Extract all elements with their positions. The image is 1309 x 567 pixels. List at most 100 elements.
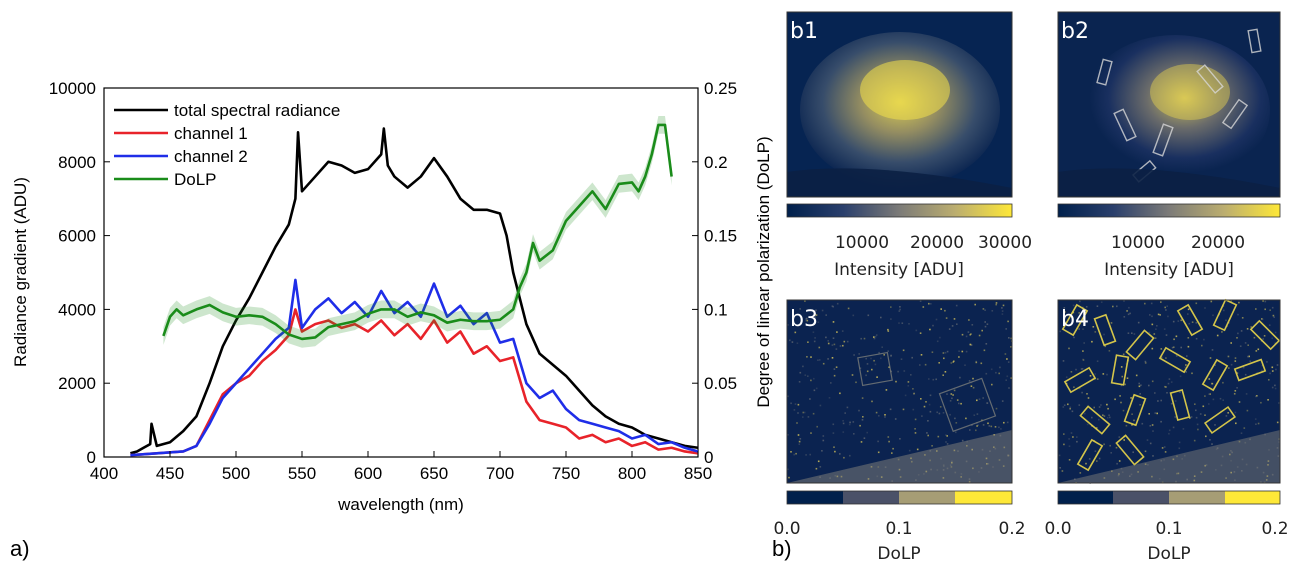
noise-pixel <box>1269 373 1271 375</box>
noise-pixel <box>876 376 878 378</box>
noise-pixel <box>816 426 818 428</box>
legend-entry: DoLP <box>174 170 217 189</box>
noise-pixel <box>844 341 846 343</box>
image-panel-b1: b1 <box>787 12 1012 197</box>
colorbar-b4: 0.0 0.1 0.2 DoLP <box>1044 491 1288 564</box>
noise-pixel <box>847 341 849 343</box>
y-left-axis-label: Radiance gradient (ADU) <box>11 177 30 367</box>
plot-frame <box>104 88 698 457</box>
noise-pixel <box>1185 364 1187 366</box>
x-tick-label: 550 <box>288 464 316 483</box>
noise-pixel <box>1271 338 1273 340</box>
noise-pixel <box>958 350 960 352</box>
noise-pixel <box>928 303 930 305</box>
legend-entry: total spectral radiance <box>174 101 340 120</box>
noise-pixel <box>1062 470 1064 472</box>
noise-pixel <box>1245 342 1247 344</box>
noise-pixel <box>1196 303 1198 305</box>
noise-pixel <box>1109 350 1111 352</box>
noise-pixel <box>1188 346 1190 348</box>
noise-pixel <box>1073 305 1075 307</box>
noise-pixel <box>995 426 997 428</box>
x-tick-label: 450 <box>156 464 184 483</box>
noise-pixel <box>1222 399 1224 401</box>
noise-pixel <box>1191 373 1193 375</box>
noise-pixel <box>874 338 876 340</box>
noise-pixel <box>1185 371 1187 373</box>
colorbar-segment <box>1113 491 1169 504</box>
noise-pixel <box>892 448 894 450</box>
noise-pixel <box>1007 321 1009 323</box>
noise-pixel <box>915 419 917 421</box>
noise-pixel <box>1149 332 1151 334</box>
noise-pixel <box>1069 459 1071 461</box>
noise-pixel <box>1254 337 1256 339</box>
noise-pixel <box>1138 383 1140 385</box>
noise-pixel <box>958 403 960 405</box>
noise-pixel <box>809 454 811 456</box>
noise-pixel <box>1072 436 1074 438</box>
noise-pixel <box>832 344 834 346</box>
noise-pixel <box>1277 364 1279 366</box>
noise-pixel <box>968 319 970 321</box>
noise-pixel <box>884 414 886 416</box>
noise-pixel <box>878 415 880 417</box>
noise-pixel <box>1241 330 1243 332</box>
noise-pixel <box>1237 314 1239 316</box>
noise-pixel <box>999 367 1001 369</box>
noise-pixel <box>991 426 993 428</box>
noise-pixel <box>800 438 802 440</box>
noise-pixel <box>1063 406 1065 408</box>
noise-pixel <box>1197 424 1199 426</box>
noise-pixel <box>1201 345 1203 347</box>
noise-pixel <box>1071 432 1073 434</box>
noise-pixel <box>1269 309 1271 311</box>
noise-pixel <box>1173 339 1175 341</box>
noise-pixel <box>1212 349 1214 351</box>
noise-pixel <box>992 310 994 312</box>
noise-pixel <box>952 394 954 396</box>
panel-tag-b3: b3 <box>790 307 818 332</box>
noise-pixel <box>878 452 880 454</box>
y-right-tick-label: 0.25 <box>704 79 737 98</box>
noise-pixel <box>921 415 923 417</box>
noise-pixel <box>1006 358 1008 360</box>
noise-pixel <box>1002 313 1004 315</box>
noise-pixel <box>936 319 938 321</box>
noise-pixel <box>1139 393 1141 395</box>
noise-pixel <box>989 425 991 427</box>
noise-pixel <box>842 330 844 332</box>
noise-pixel <box>972 324 974 326</box>
noise-pixel <box>1076 436 1078 438</box>
noise-pixel <box>984 309 986 311</box>
noise-pixel <box>1151 303 1153 305</box>
noise-pixel <box>899 310 901 312</box>
noise-pixel <box>899 438 901 440</box>
noise-pixel <box>942 374 944 376</box>
noise-pixel <box>1010 346 1012 348</box>
noise-pixel <box>1238 302 1240 304</box>
colorbar-tick: 0.2 <box>998 519 1025 539</box>
noise-pixel <box>1111 322 1113 324</box>
noise-pixel <box>1128 307 1130 309</box>
noise-pixel <box>890 409 892 411</box>
noise-pixel <box>1243 367 1245 369</box>
noise-pixel <box>970 344 972 346</box>
x-tick-label: 750 <box>552 464 580 483</box>
noise-pixel <box>819 347 821 349</box>
noise-pixel <box>956 422 958 424</box>
noise-pixel <box>1103 373 1105 375</box>
noise-pixel <box>1272 387 1274 389</box>
noise-pixel <box>1133 420 1135 422</box>
noise-pixel <box>969 334 971 336</box>
noise-pixel <box>1139 386 1141 388</box>
noise-pixel <box>951 398 953 400</box>
noise-pixel <box>971 385 973 387</box>
noise-pixel <box>1095 450 1097 452</box>
noise-pixel <box>1071 371 1073 373</box>
noise-pixel <box>1210 357 1212 359</box>
noise-pixel <box>1180 347 1182 349</box>
series-line-channel-1 <box>130 309 698 455</box>
noise-pixel <box>1223 310 1225 312</box>
noise-pixel <box>1203 406 1205 408</box>
